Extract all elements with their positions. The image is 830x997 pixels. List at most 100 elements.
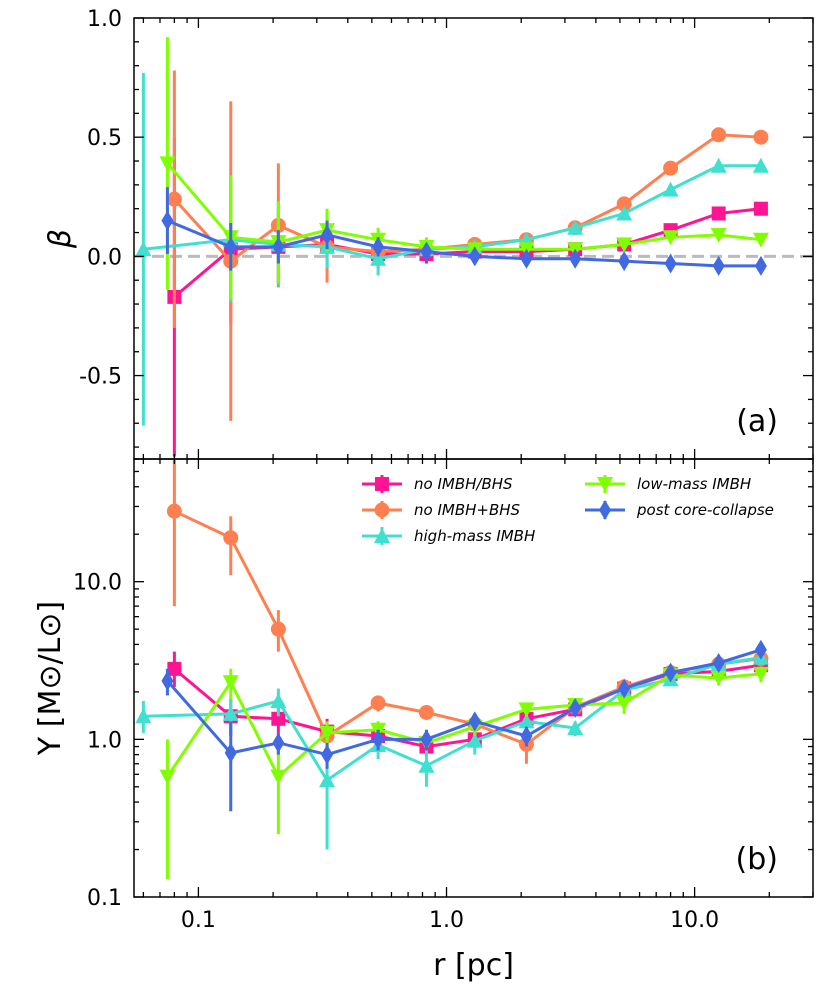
- data-point: [752, 157, 769, 173]
- data-point: [370, 250, 387, 266]
- panel-b-frame: [133, 458, 814, 898]
- data-point: [222, 705, 239, 721]
- data-point: [321, 224, 334, 245]
- data-point: [468, 711, 481, 732]
- y-tick-label: 0.1: [87, 886, 122, 911]
- y-tick-label: 0.0: [87, 245, 122, 270]
- data-point: [754, 639, 767, 660]
- y-tick-label: 10.0: [73, 571, 122, 596]
- data-point: [270, 769, 287, 785]
- data-point: [662, 230, 679, 246]
- data-point: [159, 156, 176, 172]
- data-point: [753, 129, 769, 145]
- panel-b-y-axis-label: Υ [M⊙/L⊙]: [33, 601, 68, 756]
- data-point: [167, 661, 182, 676]
- data-point: [270, 693, 287, 709]
- data-point: [135, 708, 152, 724]
- legend-label: no IMBH/BHS: [414, 475, 513, 493]
- data-point: [710, 227, 727, 243]
- series-line: [173, 509, 762, 747]
- data-point: [272, 732, 285, 753]
- data-point: [520, 726, 533, 747]
- y-tick-label: 1.0: [87, 728, 122, 753]
- panel-a-series: [135, 37, 769, 457]
- data-point: [223, 530, 239, 546]
- x-axis-label: r [pc]: [433, 948, 514, 983]
- data-point: [321, 744, 334, 765]
- data-point: [319, 772, 336, 788]
- data-point: [710, 670, 727, 686]
- legend-item-limbh: low-mass IMBH: [585, 475, 751, 493]
- data-point: [752, 232, 769, 248]
- series-b-pcc: [161, 639, 767, 812]
- data-point: [159, 769, 176, 785]
- panel-b-series: [135, 459, 769, 880]
- data-point: [372, 729, 385, 750]
- data-point: [663, 160, 679, 176]
- legend-item-pcc: post core-collapse: [585, 500, 774, 520]
- data-point: [466, 732, 483, 748]
- legend-marker: [374, 502, 390, 518]
- panel-b: 0.1 1.0 10.0 0.1 1.0 10.0 Υ [M⊙/L⊙] r [pc] (b…: [33, 458, 814, 983]
- data-point: [520, 248, 533, 269]
- data-point: [518, 702, 535, 718]
- legend-item-noimbh: no IMBH/BHS: [362, 475, 513, 493]
- data-point: [752, 666, 769, 682]
- data-point: [319, 725, 336, 741]
- legend-label: post core-collapse: [636, 501, 774, 519]
- legend-item-nobhs: no IMBH+BHS: [362, 501, 521, 519]
- panel-a-y-axis-label: β: [43, 229, 78, 249]
- legend-label: high-mass IMBH: [414, 527, 535, 545]
- data-point: [270, 621, 286, 637]
- data-point: [712, 652, 725, 673]
- legend-label: low-mass IMBH: [637, 475, 751, 493]
- data-point: [135, 241, 152, 257]
- data-point: [420, 241, 433, 262]
- panel-a: -0.5 0.0 0.5 1.0 β (a): [43, 7, 814, 460]
- legend-item-himbh: high-mass IMBH: [362, 527, 535, 545]
- legend-label: no IMBH+BHS: [414, 501, 521, 519]
- data-point: [567, 720, 584, 736]
- data-point: [616, 205, 633, 221]
- legend: no IMBH/BHS low-mass IMBH no IMBH+BHS post …: [362, 475, 774, 545]
- data-point: [569, 248, 582, 269]
- data-point: [662, 181, 679, 197]
- data-point: [569, 698, 582, 719]
- y-tick-label: 0.5: [87, 126, 122, 151]
- data-point: [420, 729, 433, 750]
- legend-marker: [599, 500, 611, 520]
- data-point: [711, 206, 726, 221]
- data-point: [710, 157, 727, 173]
- data-point: [370, 695, 386, 711]
- data-point: [618, 251, 631, 272]
- data-point: [418, 757, 435, 773]
- data-point: [618, 678, 631, 699]
- data-point: [711, 127, 727, 143]
- data-point: [468, 246, 481, 267]
- legend-marker: [597, 477, 613, 492]
- data-point: [224, 236, 237, 257]
- legend-marker: [374, 528, 390, 543]
- y-tick-label: -0.5: [79, 365, 122, 390]
- x-tick-label: 1.0: [429, 908, 464, 933]
- panel-b-label: (b): [736, 842, 778, 877]
- data-point: [372, 236, 385, 257]
- data-point: [166, 503, 182, 519]
- data-point: [272, 236, 285, 257]
- y-tick-label: 1.0: [87, 7, 122, 32]
- x-tick-label: 10.0: [670, 908, 719, 933]
- series-a-pcc: [161, 187, 767, 276]
- data-point: [224, 742, 237, 763]
- data-point: [616, 196, 632, 212]
- panel-a-ticks: -0.5 0.0 0.5 1.0: [79, 7, 814, 459]
- data-point: [753, 201, 768, 216]
- data-point: [518, 713, 535, 729]
- data-point: [754, 255, 767, 276]
- data-point: [616, 237, 633, 253]
- data-point: [271, 711, 286, 726]
- series-b-limbh: [159, 666, 769, 880]
- data-point: [161, 670, 174, 691]
- data-point: [161, 210, 174, 231]
- legend-marker: [375, 477, 389, 491]
